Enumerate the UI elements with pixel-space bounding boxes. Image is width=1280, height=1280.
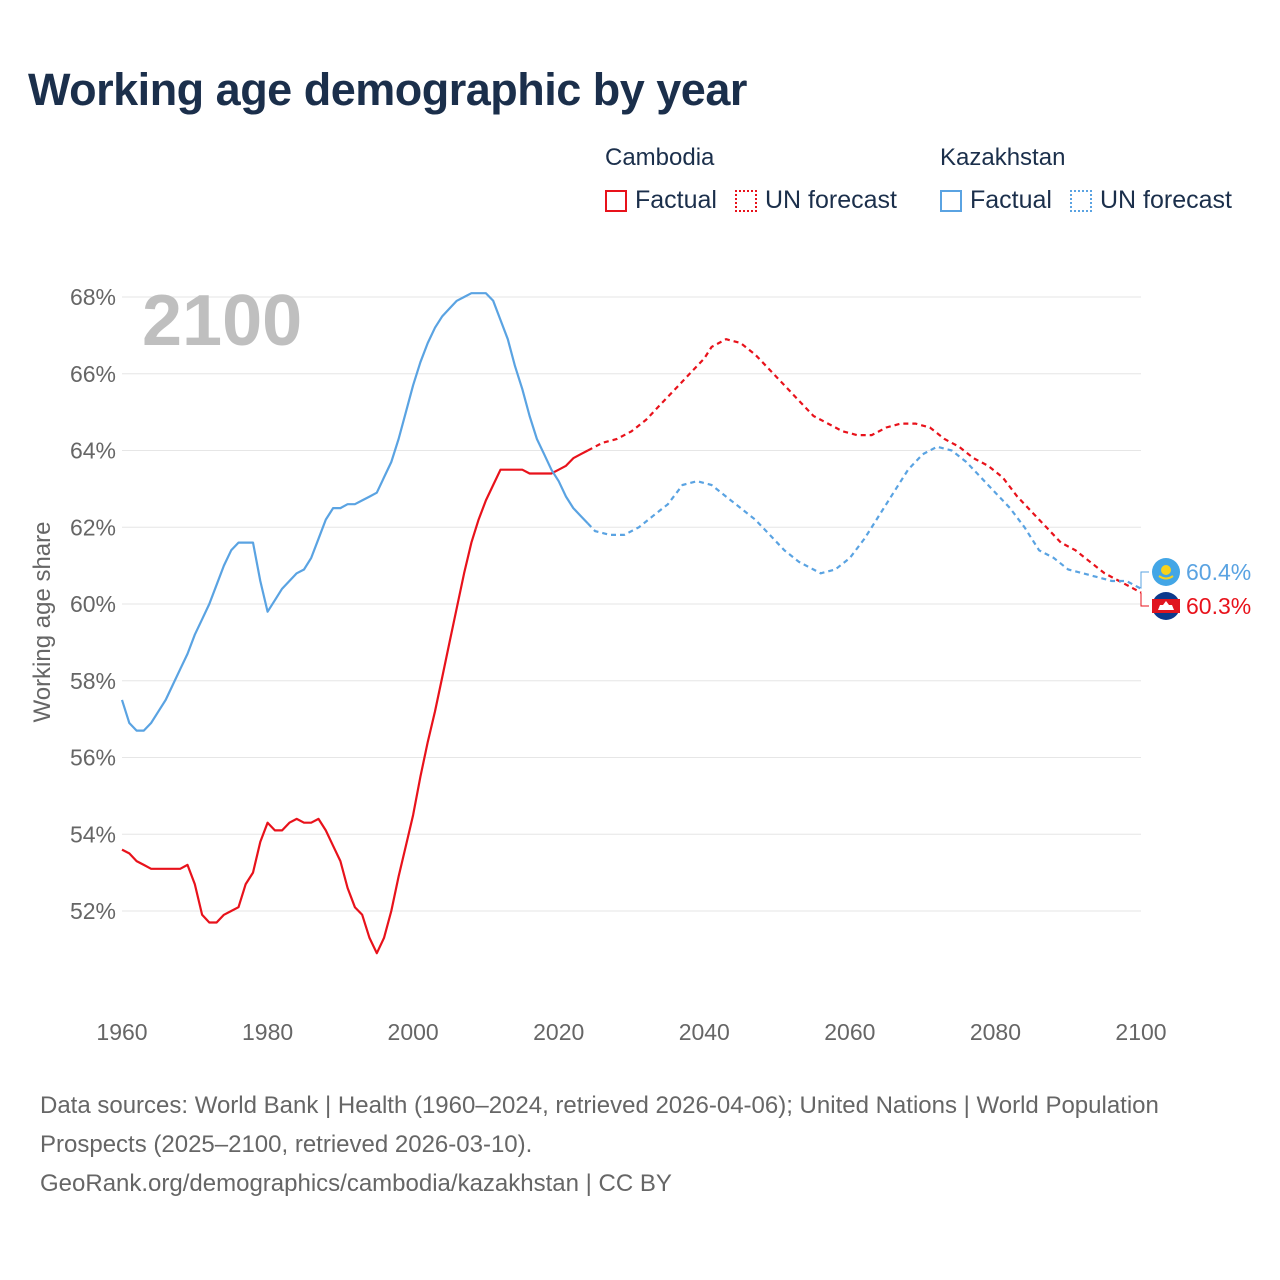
x-tick-label: 2100 [1115,1019,1166,1045]
y-axis-title: Working age share [29,522,56,723]
credit-link[interactable]: GeoRank.org/demographics/cambodia/kazakh… [40,1170,672,1197]
legend-label: Factual [970,186,1052,214]
legend-swatch-solid [940,189,962,212]
series-line-cambodia-factual [121,449,589,955]
legend-label: UN forecast [1099,186,1232,214]
legend-label: UN forecast [764,186,897,214]
x-tick-label: 2040 [679,1019,730,1045]
series [120,292,1142,955]
end-label-kazakhstan: 60.4% [1186,559,1251,585]
y-tick-label: 56% [70,745,116,771]
end-label-connector [1140,571,1149,589]
gridlines [122,296,1141,912]
y-tick-label: 62% [70,514,116,540]
y-tick-label: 68% [70,284,116,310]
y-tick-label: 58% [70,668,116,694]
end-labels: 60.4% 60.3% [1140,558,1251,620]
footer: Data sources: World Bank | Health (1960–… [40,1086,1240,1203]
series-line-cambodia-forecast [587,338,1142,594]
legend-swatch-solid [605,189,627,212]
flag-cambodia-icon [1152,592,1180,620]
x-tick-label: 2080 [970,1019,1021,1045]
flag-sun [1161,565,1171,575]
legend-group-kazakhstan: Kazakhstan Factual UN forecast [940,144,1250,215]
flag-kazakhstan-icon [1152,558,1180,586]
line-chart: 2100 52% 54% 56% 58% 60% 62% 64% 66% 68% 1960 1980… [29,281,1251,1045]
end-label-cambodia: 60.3% [1186,593,1251,619]
y-tick-label: 60% [70,591,116,617]
y-tick-label: 54% [70,821,116,847]
x-tick-label: 1960 [96,1019,147,1045]
y-tick-label: 64% [70,438,116,464]
year-watermark: 2100 [142,281,302,361]
x-tick-label: 2060 [824,1019,875,1045]
x-tick-label: 2020 [533,1019,584,1045]
flag-eagle [1158,575,1174,580]
chart-title: Working age demographic by year [28,64,747,115]
x-tick-label: 2000 [388,1019,439,1045]
legend-swatch-dotted [734,189,757,212]
legend-item-cambodia-forecast[interactable]: UN forecast [734,186,897,215]
series-line-kazakhstan-factual [120,292,589,732]
data-sources: Data sources: World Bank | Health (1960–… [40,1092,1159,1158]
legend-group-name: Kazakhstan [940,144,1066,171]
legend-item-kazakhstan-factual[interactable]: Factual [940,186,1052,215]
legend-item-cambodia-factual[interactable]: Factual [605,186,717,215]
flag-temple [1158,601,1174,610]
legend-group-name: Cambodia [605,144,715,171]
legend-label: Factual [635,186,717,214]
series-line-kazakhstan-forecast [587,445,1142,590]
x-tick-label: 1980 [242,1019,293,1045]
legend-item-kazakhstan-forecast[interactable]: UN forecast [1069,186,1232,215]
axes: 52% 54% 56% 58% 60% 62% 64% 66% 68% 1960 1980 2000 2… [70,284,1167,1045]
legend-swatch-dotted [1069,189,1092,212]
y-tick-label: 66% [70,361,116,387]
end-label-connector [1140,592,1149,607]
legend-group-cambodia: Cambodia Factual UN forecast [605,144,915,215]
y-tick-label: 52% [70,898,116,924]
